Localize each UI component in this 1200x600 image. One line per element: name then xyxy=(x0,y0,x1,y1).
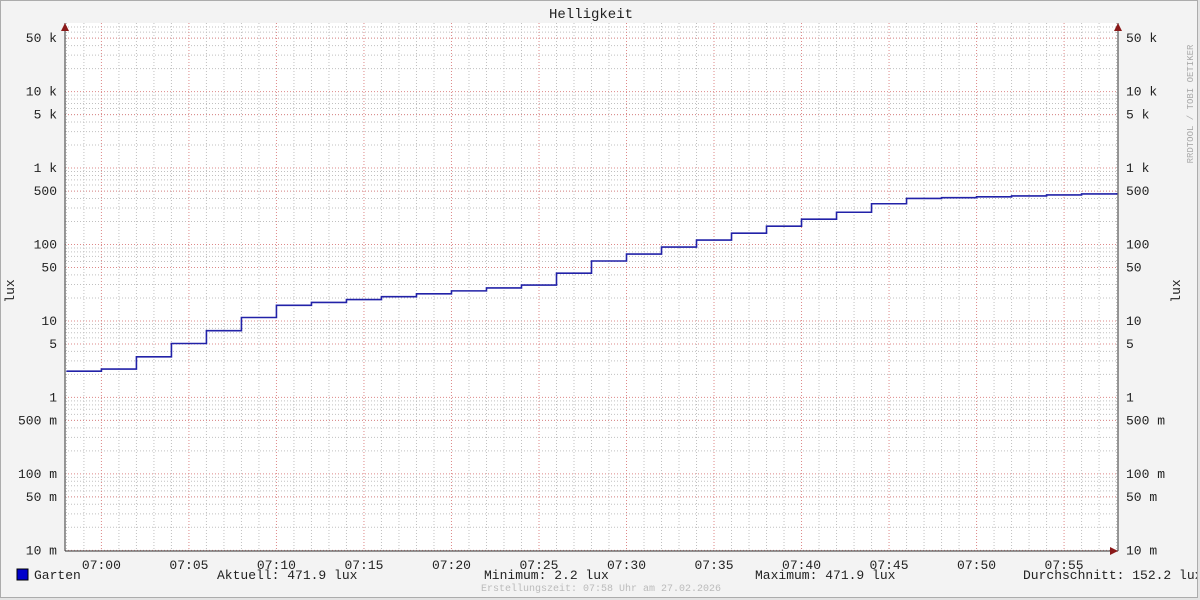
svg-text:5 k: 5 k xyxy=(34,108,58,123)
svg-text:50: 50 xyxy=(1126,261,1142,276)
svg-text:100 m: 100 m xyxy=(18,467,57,482)
svg-text:50: 50 xyxy=(41,261,57,276)
svg-text:RRDTOOL / TOBI OETIKER: RRDTOOL / TOBI OETIKER xyxy=(1186,44,1196,163)
svg-text:500 m: 500 m xyxy=(1126,413,1165,428)
svg-text:07:50: 07:50 xyxy=(957,558,996,573)
svg-text:lux: lux xyxy=(1169,279,1184,303)
svg-text:5 k: 5 k xyxy=(1126,108,1150,123)
svg-text:50 k: 50 k xyxy=(1126,31,1157,46)
svg-text:Maximum: 471.9 lux: Maximum: 471.9 lux xyxy=(755,568,896,583)
svg-text:07:35: 07:35 xyxy=(695,558,734,573)
svg-text:1: 1 xyxy=(1126,390,1134,405)
svg-text:50 k: 50 k xyxy=(26,31,57,46)
svg-text:50 m: 50 m xyxy=(26,490,57,505)
svg-text:07:20: 07:20 xyxy=(432,558,471,573)
svg-text:100 m: 100 m xyxy=(1126,467,1165,482)
svg-text:500: 500 xyxy=(34,184,57,199)
svg-text:500: 500 xyxy=(1126,184,1149,199)
svg-text:07:30: 07:30 xyxy=(607,558,646,573)
svg-text:Durchschnitt: 152.2 lux: Durchschnitt: 152.2 lux xyxy=(1023,568,1198,583)
svg-text:50 m: 50 m xyxy=(1126,490,1157,505)
svg-text:10 m: 10 m xyxy=(1126,543,1157,558)
svg-text:1 k: 1 k xyxy=(34,161,58,176)
svg-text:5: 5 xyxy=(49,337,57,352)
svg-text:10: 10 xyxy=(1126,314,1142,329)
svg-text:Erstellungszeit: 07:58 Uhr am: Erstellungszeit: 07:58 Uhr am 27.02.2026 xyxy=(481,583,721,595)
svg-text:Helligkeit: Helligkeit xyxy=(549,7,633,23)
svg-text:1 k: 1 k xyxy=(1126,161,1150,176)
svg-text:Minimum: 2.2 lux: Minimum: 2.2 lux xyxy=(484,568,609,583)
svg-text:10 k: 10 k xyxy=(26,85,57,100)
svg-text:10: 10 xyxy=(41,314,57,329)
svg-text:Aktuell: 471.9 lux: Aktuell: 471.9 lux xyxy=(217,568,358,583)
svg-text:07:00: 07:00 xyxy=(82,558,121,573)
svg-text:1: 1 xyxy=(49,390,57,405)
svg-text:10 m: 10 m xyxy=(26,543,57,558)
svg-text:07:05: 07:05 xyxy=(169,558,208,573)
svg-text:100: 100 xyxy=(34,238,57,253)
svg-text:100: 100 xyxy=(1126,238,1149,253)
svg-text:10 k: 10 k xyxy=(1126,85,1157,100)
svg-text:5: 5 xyxy=(1126,337,1134,352)
svg-text:500 m: 500 m xyxy=(18,413,57,428)
svg-text:Garten: Garten xyxy=(34,568,81,583)
svg-text:lux: lux xyxy=(3,279,18,303)
